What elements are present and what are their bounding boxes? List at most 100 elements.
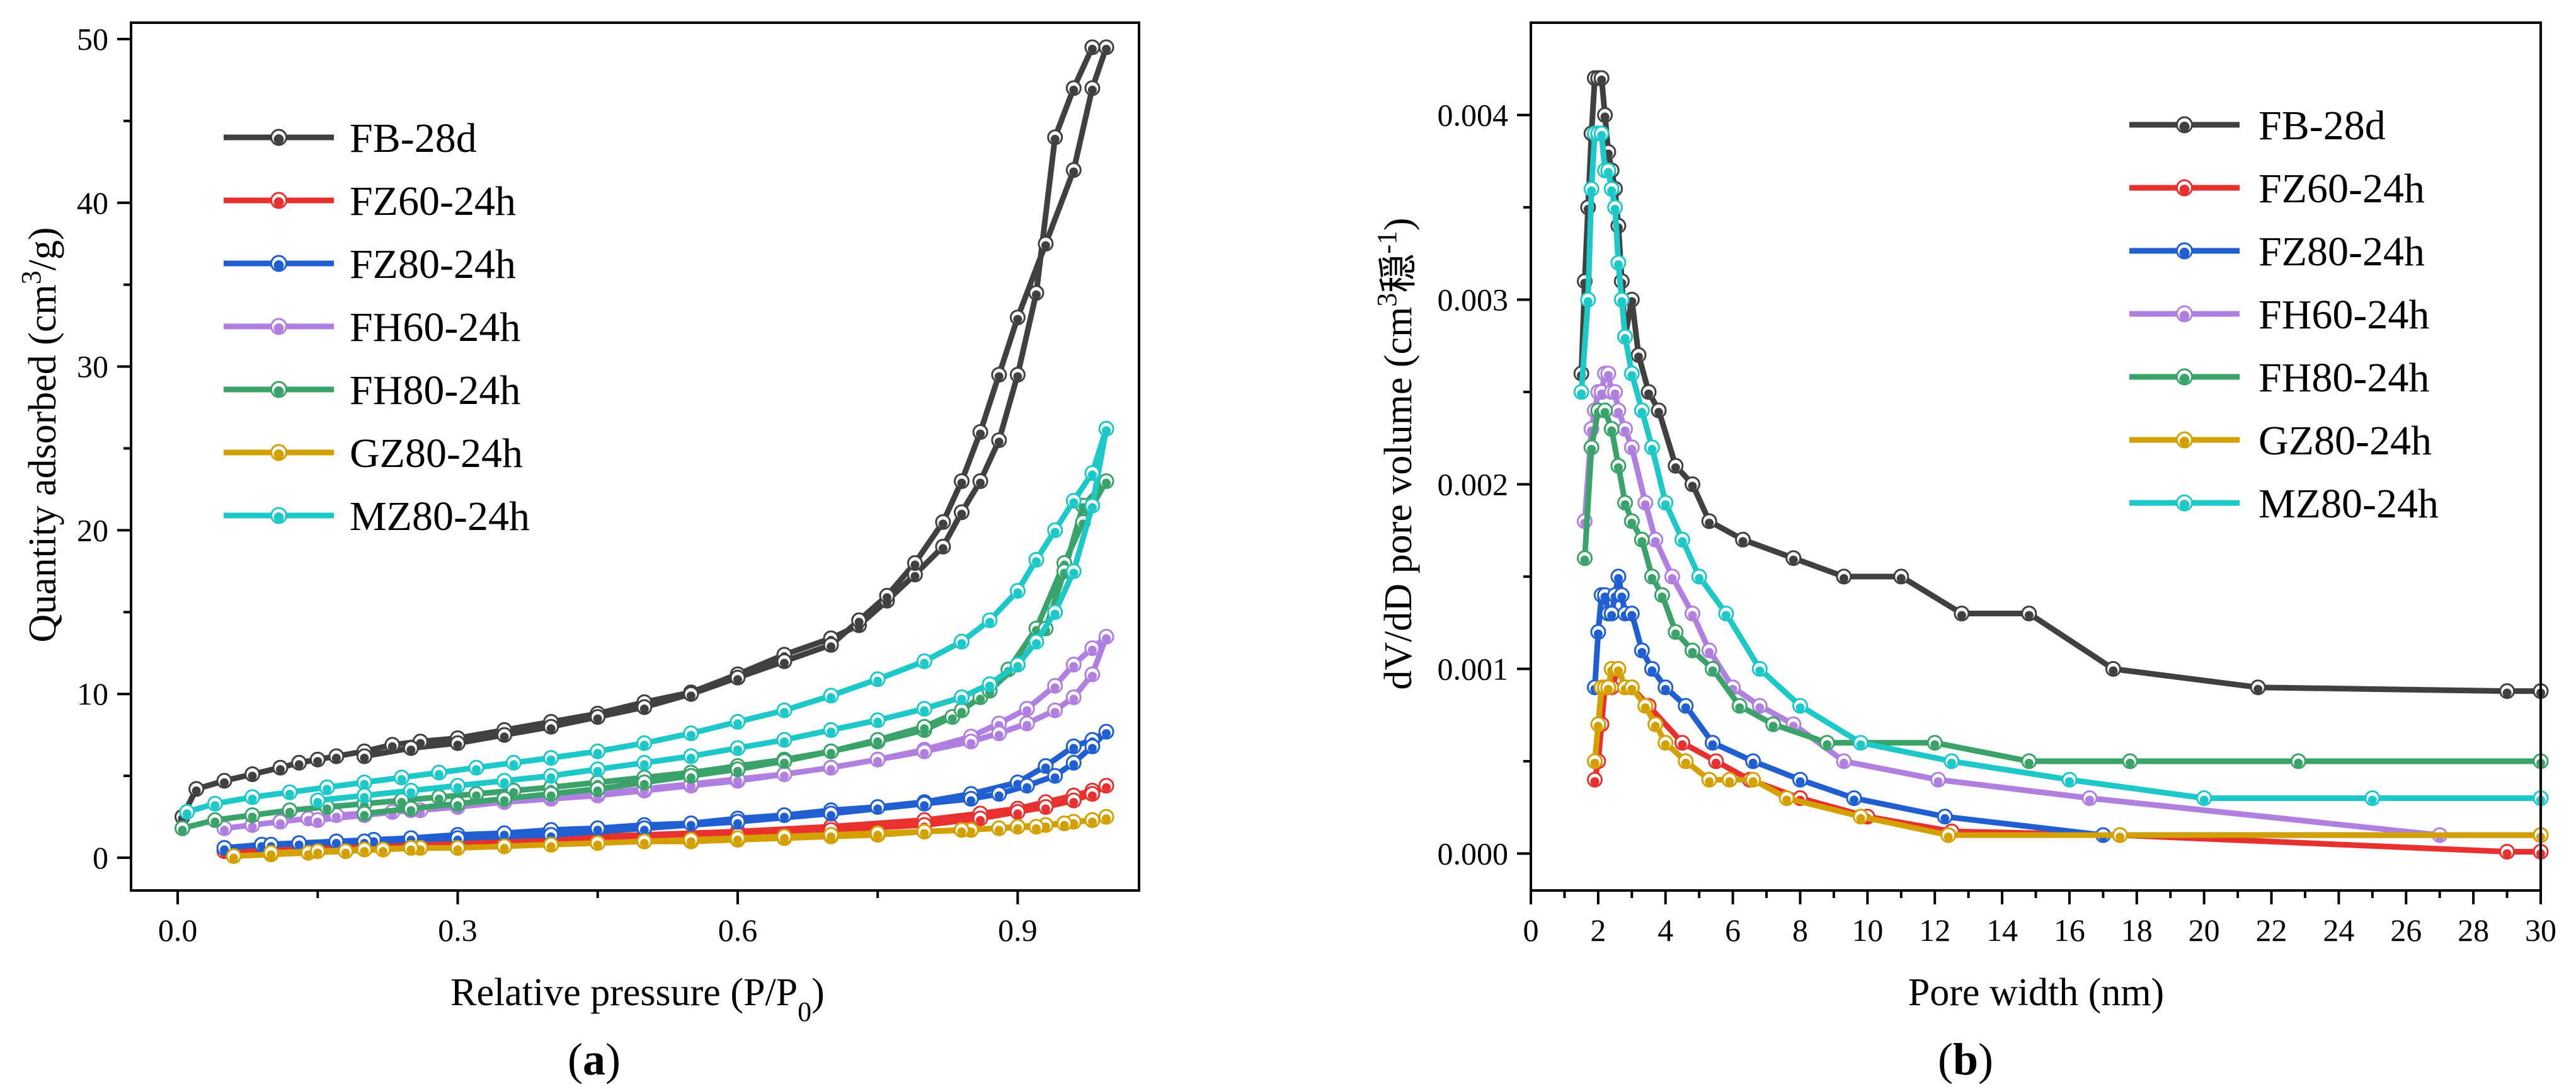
legend-label: FZ80-24h — [2258, 229, 2425, 275]
y-axis-label-a: Quantity adsorbed (cm3/g) — [16, 227, 65, 642]
data-point-fill-mz80-24h — [1613, 260, 1623, 269]
data-point-fill-fb-28d — [2253, 684, 2263, 694]
data-point-fill-fh60-24h — [920, 749, 929, 758]
data-point-fill-fh80-24h — [397, 798, 406, 807]
data-point-fill-mz80-24h — [593, 766, 602, 776]
data-point-fill-fz80-24h — [780, 812, 789, 822]
x-axis-label-a: Relative pressure (P/P0) — [450, 971, 825, 1027]
data-point-fill-mz80-24h — [434, 769, 444, 779]
data-point-fill-fb-28d — [406, 746, 416, 754]
legend-item-gz80-24h: GZ80-24h — [2129, 418, 2432, 464]
data-point-fill-fb-28d — [957, 509, 966, 519]
x-axis-label-b: Pore width (nm) — [1908, 971, 2164, 1014]
data-point-fill-gz80-24h — [639, 839, 649, 848]
data-point-fill-fb-28d — [686, 691, 696, 701]
data-point-fill-fh80-24h — [472, 791, 481, 800]
data-point-fill-mz80-24h — [1856, 740, 1865, 749]
x-tick-label-b: 22 — [2256, 913, 2287, 948]
axes-b: 0 2 4 6 8 10 12 14 16 18 20 22 24 26 28 300.0000.0010.0… — [1438, 97, 2557, 948]
data-point-fill-mz80-24h — [873, 676, 883, 686]
y-tick-label-a: 40 — [77, 185, 108, 221]
legend-item-fz80-24h: FZ80-24h — [2129, 229, 2425, 275]
data-point-fill-fh60-24h — [733, 776, 742, 786]
data-point-fill-fz80-24h — [1795, 777, 1805, 786]
data-point-fill-fb-28d — [639, 705, 649, 713]
x-tick-label-a: 0.0 — [158, 913, 198, 948]
data-point-fill-fz80-24h — [733, 819, 742, 828]
y-tick-label-b: 0.003 — [1438, 282, 1509, 317]
data-point-fill-fh80-24h — [1768, 722, 1778, 731]
axes-a: 0.0 0.3 0.6 0.9 0 10 20 30 40 50 — [77, 21, 1038, 948]
data-point-fill-fh80-24h — [1735, 703, 1744, 712]
data-point-fill-fb-28d — [1041, 241, 1050, 250]
data-point-fill-mz80-24h — [1087, 470, 1097, 480]
legend-item-mz80-24h: MZ80-24h — [2129, 481, 2439, 527]
series-mz80-24h-a — [179, 420, 1114, 820]
data-point-fill-fz60-24h — [1711, 758, 1720, 768]
y-tick-label-a: 0 — [93, 840, 108, 875]
plot-frame-a — [130, 21, 1140, 892]
data-point-fill-fh80-24h — [1671, 629, 1680, 638]
legend-swatch-marker-fill — [2179, 122, 2190, 132]
x-tick-label-b: 6 — [1725, 913, 1741, 948]
data-point-fill-fb-28d — [976, 429, 985, 439]
data-point-fill-gz80-24h — [1593, 722, 1603, 731]
legend-label: FB-28d — [350, 115, 477, 161]
data-point-fill-fh60-24h — [1651, 537, 1660, 546]
data-point-fill-gz80-24h — [733, 835, 742, 844]
data-point-fill-fb-28d — [1050, 134, 1060, 144]
data-point-fill-fh80-24h — [733, 766, 742, 776]
legend-swatch-marker-fill — [273, 134, 284, 144]
data-point-fill-mz80-24h — [1755, 666, 1765, 676]
data-point-fill-fb-28d — [1013, 314, 1022, 324]
data-point-fill-mz80-24h — [472, 765, 481, 775]
data-point-fill-fb-28d — [1789, 555, 1798, 565]
data-point-fill-fh60-24h — [331, 812, 341, 822]
data-point-fill-mz80-24h — [360, 780, 369, 789]
data-point-fill-fh80-24h — [1613, 463, 1623, 473]
data-point-fill-mz80-24h — [210, 801, 220, 810]
data-point-fill-fh80-24h — [1607, 426, 1617, 435]
data-point-fill-mz80-24h — [733, 719, 742, 729]
data-point-fill-fb-28d — [1688, 481, 1697, 491]
y-tick-label-a: 50 — [77, 21, 108, 57]
data-point-fill-fh80-24h — [2294, 758, 2303, 768]
data-point-fill-fz80-24h — [1607, 611, 1617, 620]
data-point-fill-fz80-24h — [593, 826, 602, 835]
data-point-fill-fh60-24h — [780, 771, 789, 781]
data-point-fill-gz80-24h — [1748, 777, 1758, 786]
data-point-fill-mz80-24h — [985, 681, 994, 691]
data-point-fill-fz60-24h — [976, 815, 985, 825]
x-tick-label-a: 0.9 — [998, 913, 1038, 948]
data-point-fill-mz80-24h — [1087, 503, 1097, 512]
data-point-fill-mz80-24h — [360, 793, 369, 802]
y-tick-label-a: 30 — [77, 349, 108, 384]
data-point-fill-mz80-24h — [920, 659, 929, 668]
data-point-fill-fh80-24h — [1688, 648, 1697, 657]
data-point-fill-fh80-24h — [686, 773, 696, 783]
legend-label: FH60-24h — [2258, 292, 2429, 338]
data-point-fill-mz80-24h — [500, 778, 509, 787]
data-point-fill-mz80-24h — [639, 760, 649, 769]
legend-item-fh60-24h: FH60-24h — [224, 304, 520, 350]
data-point-fill-fz80-24h — [331, 839, 341, 848]
data-point-fill-fz60-24h — [1013, 809, 1022, 819]
legend-swatch-marker-fill — [2179, 185, 2190, 195]
legend-swatch-marker-fill — [273, 449, 284, 459]
data-point-fill-gz80-24h — [1590, 758, 1600, 768]
data-point-fill-fh80-24h — [873, 737, 883, 746]
data-point-fill-fb-28d — [733, 675, 742, 684]
x-tick-label-b: 30 — [2525, 913, 2556, 948]
data-point-fill-mz80-24h — [248, 794, 257, 804]
legend-item-fh60-24h: FH60-24h — [2129, 292, 2429, 338]
data-point-fill-fh80-24h — [546, 791, 556, 800]
data-point-fill-mz80-24h — [733, 746, 742, 754]
data-point-fill-mz80-24h — [957, 694, 966, 704]
legend-label: FZ80-24h — [350, 241, 516, 287]
y-tick-label-b: 0.001 — [1438, 651, 1509, 686]
y-tick-label-b: 0.000 — [1438, 836, 1509, 871]
series-layer-b — [1573, 70, 2549, 860]
legend-swatch-marker-fill — [273, 323, 284, 333]
data-point-fill-fz80-24h — [994, 791, 1004, 800]
data-point-fill-mz80-24h — [873, 717, 883, 727]
